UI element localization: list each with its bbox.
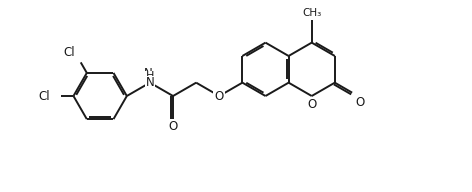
Text: O: O	[169, 120, 177, 133]
Text: H: H	[146, 73, 154, 83]
Text: N: N	[143, 67, 152, 80]
Text: CH₃: CH₃	[302, 8, 321, 18]
Text: O: O	[307, 98, 316, 111]
Text: Cl: Cl	[64, 46, 75, 59]
Text: O: O	[215, 89, 224, 103]
Text: N: N	[145, 76, 154, 89]
Text: Cl: Cl	[39, 89, 50, 103]
Text: O: O	[355, 96, 364, 108]
Text: H: H	[146, 71, 154, 81]
